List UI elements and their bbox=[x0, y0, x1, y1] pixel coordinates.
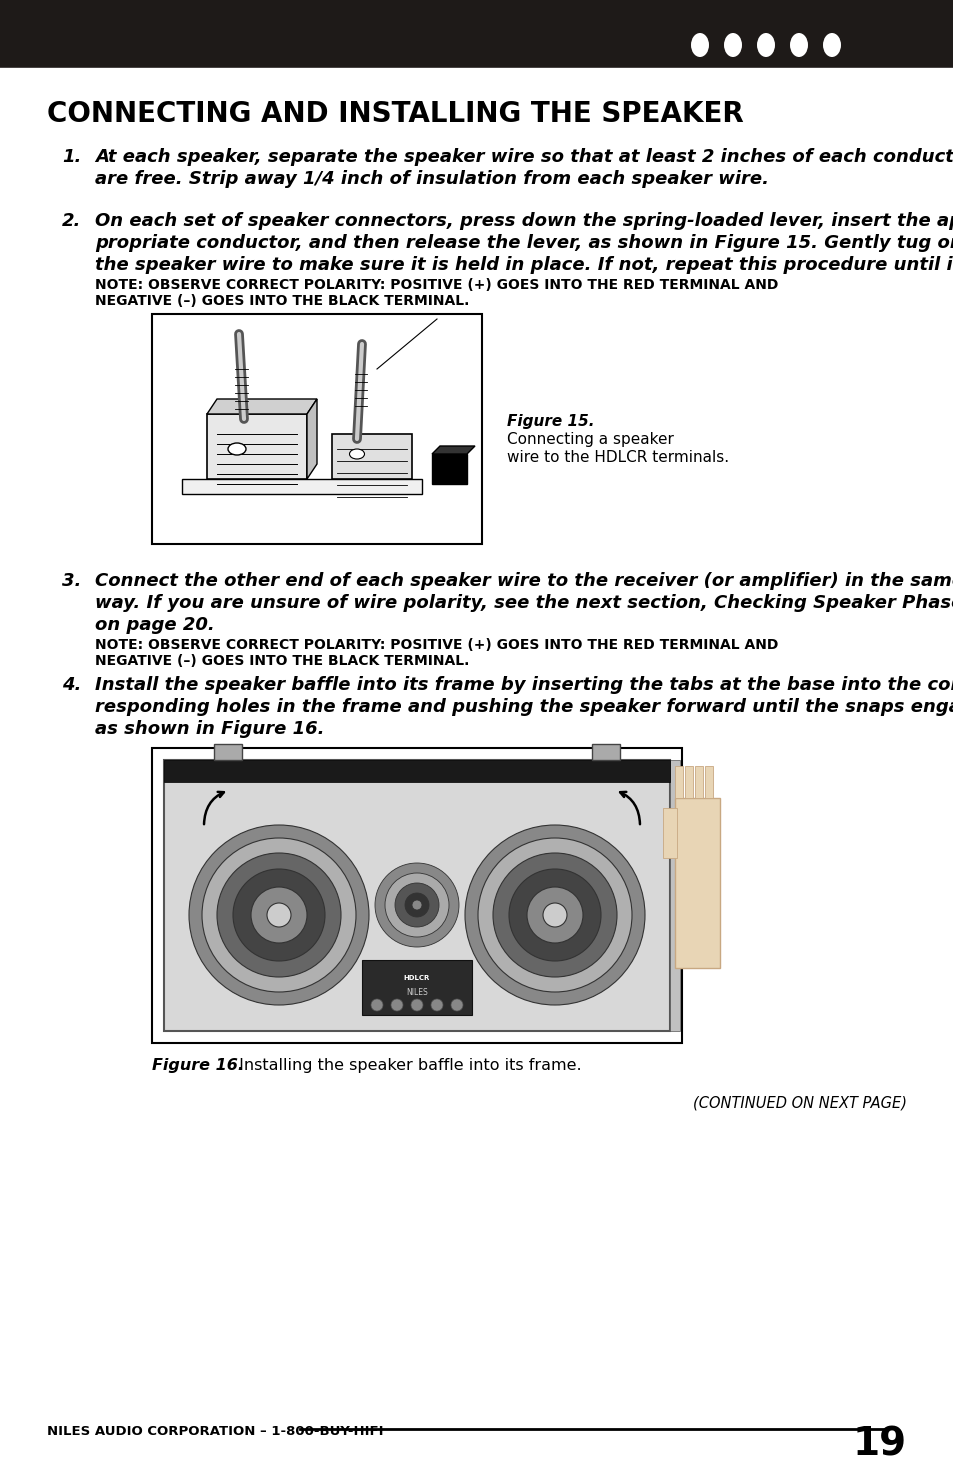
Circle shape bbox=[431, 999, 442, 1010]
Text: are free. Strip away 1/4 inch of insulation from each speaker wire.: are free. Strip away 1/4 inch of insulat… bbox=[95, 170, 768, 187]
Text: as shown in Figure 16.: as shown in Figure 16. bbox=[95, 720, 324, 738]
Bar bbox=[675, 766, 682, 798]
Bar bbox=[361, 960, 472, 1015]
Circle shape bbox=[405, 892, 429, 917]
Bar bbox=[432, 454, 467, 484]
Ellipse shape bbox=[789, 32, 807, 58]
Text: 2.: 2. bbox=[62, 212, 81, 230]
Polygon shape bbox=[307, 400, 316, 479]
Circle shape bbox=[371, 999, 382, 1010]
Text: wire to the HDLCR terminals.: wire to the HDLCR terminals. bbox=[506, 450, 728, 465]
Bar bbox=[164, 760, 669, 782]
Text: Connect the other end of each speaker wire to the receiver (or amplifier) in the: Connect the other end of each speaker wi… bbox=[95, 572, 953, 590]
Text: 1.: 1. bbox=[62, 148, 81, 167]
Text: Connecting a speaker: Connecting a speaker bbox=[506, 432, 673, 447]
Text: Figure 16.: Figure 16. bbox=[152, 1058, 244, 1072]
Text: NILES AUDIO CORPORATION – 1-800-BUY-HIFI: NILES AUDIO CORPORATION – 1-800-BUY-HIFI bbox=[47, 1425, 383, 1438]
Bar bbox=[207, 414, 307, 479]
Ellipse shape bbox=[757, 32, 774, 58]
Text: On each set of speaker connectors, press down the spring-loaded lever, insert th: On each set of speaker connectors, press… bbox=[95, 212, 953, 230]
Ellipse shape bbox=[349, 448, 364, 459]
Text: responding holes in the frame and pushing the speaker forward until the snaps en: responding holes in the frame and pushin… bbox=[95, 698, 953, 715]
Text: NOTE: OBSERVE CORRECT POLARITY: POSITIVE (+) GOES INTO THE RED TERMINAL AND: NOTE: OBSERVE CORRECT POLARITY: POSITIVE… bbox=[95, 639, 778, 652]
Text: NEGATIVE (–) GOES INTO THE BLACK TERMINAL.: NEGATIVE (–) GOES INTO THE BLACK TERMINA… bbox=[95, 294, 469, 308]
Ellipse shape bbox=[822, 32, 841, 58]
Circle shape bbox=[233, 869, 325, 962]
Circle shape bbox=[385, 873, 449, 937]
Bar bbox=[662, 808, 677, 858]
Circle shape bbox=[267, 903, 291, 926]
Circle shape bbox=[464, 825, 644, 1004]
Text: 4.: 4. bbox=[62, 676, 81, 695]
Text: CONNECTING AND INSTALLING THE SPEAKER: CONNECTING AND INSTALLING THE SPEAKER bbox=[47, 100, 743, 128]
Circle shape bbox=[375, 863, 458, 947]
Text: on page 20.: on page 20. bbox=[95, 617, 214, 634]
Text: NILES: NILES bbox=[406, 988, 428, 997]
Ellipse shape bbox=[228, 442, 246, 454]
Bar bbox=[0, 0, 953, 68]
Text: propriate conductor, and then release the lever, as shown in Figure 15. Gently t: propriate conductor, and then release th… bbox=[95, 235, 953, 252]
Circle shape bbox=[251, 886, 307, 943]
Text: Figure 15.: Figure 15. bbox=[506, 414, 594, 429]
Bar bbox=[695, 766, 702, 798]
Circle shape bbox=[189, 825, 369, 1004]
Bar bbox=[332, 434, 412, 479]
Text: 3.: 3. bbox=[62, 572, 81, 590]
Bar bbox=[152, 748, 681, 1043]
Circle shape bbox=[395, 884, 438, 926]
Circle shape bbox=[526, 886, 582, 943]
Bar bbox=[152, 314, 481, 544]
Circle shape bbox=[391, 999, 402, 1010]
Polygon shape bbox=[207, 400, 316, 414]
Text: NEGATIVE (–) GOES INTO THE BLACK TERMINAL.: NEGATIVE (–) GOES INTO THE BLACK TERMINA… bbox=[95, 653, 469, 668]
Bar bbox=[164, 760, 669, 1031]
Text: At each speaker, separate the speaker wire so that at least 2 inches of each con: At each speaker, separate the speaker wi… bbox=[95, 148, 953, 167]
Ellipse shape bbox=[723, 32, 741, 58]
Bar bbox=[592, 743, 619, 760]
Circle shape bbox=[202, 838, 355, 993]
Polygon shape bbox=[182, 479, 421, 494]
Circle shape bbox=[451, 999, 462, 1010]
Circle shape bbox=[493, 853, 617, 976]
Bar bbox=[669, 760, 679, 1031]
Text: HDLCR: HDLCR bbox=[403, 975, 430, 981]
Text: (CONTINUED ON NEXT PAGE): (CONTINUED ON NEXT PAGE) bbox=[692, 1096, 906, 1111]
Bar bbox=[675, 798, 720, 968]
Bar bbox=[213, 743, 242, 760]
Circle shape bbox=[477, 838, 631, 993]
Bar bbox=[704, 766, 712, 798]
Text: NOTE: OBSERVE CORRECT POLARITY: POSITIVE (+) GOES INTO THE RED TERMINAL AND: NOTE: OBSERVE CORRECT POLARITY: POSITIVE… bbox=[95, 277, 778, 292]
Polygon shape bbox=[432, 445, 475, 454]
Text: 19: 19 bbox=[852, 1425, 906, 1463]
Text: Installing the speaker baffle into its frame.: Installing the speaker baffle into its f… bbox=[233, 1058, 581, 1072]
Circle shape bbox=[542, 903, 566, 926]
Circle shape bbox=[509, 869, 600, 962]
Circle shape bbox=[412, 900, 421, 910]
Text: way. If you are unsure of wire polarity, see the next section, Checking Speaker : way. If you are unsure of wire polarity,… bbox=[95, 594, 953, 612]
Circle shape bbox=[216, 853, 340, 976]
Text: Install the speaker baffle into its frame by inserting the tabs at the base into: Install the speaker baffle into its fram… bbox=[95, 676, 953, 695]
Bar bbox=[684, 766, 692, 798]
Text: the speaker wire to make sure it is held in place. If not, repeat this procedure: the speaker wire to make sure it is held… bbox=[95, 257, 953, 274]
Circle shape bbox=[411, 999, 422, 1010]
Ellipse shape bbox=[690, 32, 708, 58]
